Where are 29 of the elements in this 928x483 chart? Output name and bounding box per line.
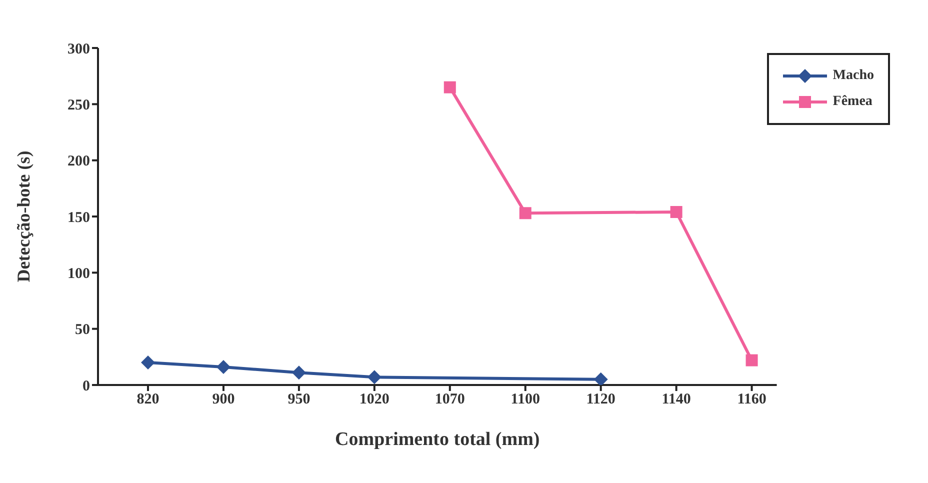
y-tick-label: 250 <box>68 97 90 114</box>
y-tick-label: 0 <box>82 378 90 394</box>
x-tick-label: 1120 <box>586 392 616 408</box>
point <box>216 360 230 374</box>
y-tick-label: 300 <box>68 41 90 58</box>
x-tick-label: 820 <box>136 392 160 408</box>
point <box>141 356 155 370</box>
point <box>444 81 456 94</box>
point <box>594 372 608 385</box>
legend-label: Fêmea <box>832 93 872 111</box>
y-tick-label: 100 <box>68 266 90 282</box>
x-tick-label: 900 <box>212 392 235 408</box>
y-tick-label: 50 <box>75 322 90 338</box>
x-tick-label: 1070 <box>434 392 465 408</box>
point <box>519 207 532 220</box>
x-axis-title: Comprimento total (mm) <box>335 429 540 450</box>
point <box>670 206 682 218</box>
x-tick-label: 1100 <box>510 392 540 408</box>
y-tick-label: 150 <box>68 210 90 226</box>
point <box>292 366 306 380</box>
x-tick-label: 1160 <box>737 392 766 408</box>
point <box>367 370 382 384</box>
x-tick-label: 1140 <box>662 392 691 408</box>
y-axis-title: Detecção-bote (s) <box>13 150 34 282</box>
legend-label: Macho <box>832 67 874 85</box>
y-tick-label: 200 <box>68 154 90 170</box>
x-tick-label: 1020 <box>359 392 390 408</box>
x-tick-label: 950 <box>288 392 310 408</box>
point <box>746 354 758 366</box>
